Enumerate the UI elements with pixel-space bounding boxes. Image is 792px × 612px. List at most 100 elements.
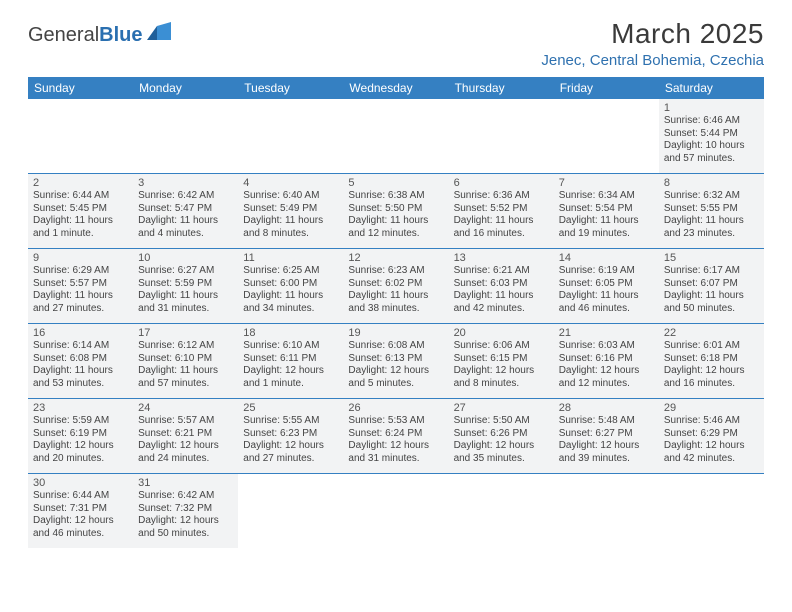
day-daylight2: and 35 minutes. (454, 453, 549, 466)
day-cell: 7Sunrise: 6:34 AMSunset: 5:54 PMDaylight… (554, 174, 659, 248)
day-daylight1: Daylight: 11 hours (559, 290, 654, 303)
day-sunset: Sunset: 6:13 PM (348, 353, 443, 366)
day-daylight2: and 39 minutes. (559, 453, 654, 466)
day-daylight2: and 46 minutes. (33, 528, 128, 541)
day-sunrise: Sunrise: 6:27 AM (138, 265, 233, 278)
day-daylight2: and 16 minutes. (664, 378, 759, 391)
day-number: 23 (33, 402, 128, 414)
day-cell (449, 99, 554, 173)
day-sunset: Sunset: 6:16 PM (559, 353, 654, 366)
brand-mark-icon (147, 22, 173, 46)
day-daylight2: and 42 minutes. (664, 453, 759, 466)
day-cell (238, 99, 343, 173)
day-sunset: Sunset: 5:52 PM (454, 203, 549, 216)
day-sunrise: Sunrise: 6:08 AM (348, 340, 443, 353)
day-sunrise: Sunrise: 6:21 AM (454, 265, 549, 278)
day-daylight2: and 5 minutes. (348, 378, 443, 391)
day-number: 18 (243, 327, 338, 339)
day-sunrise: Sunrise: 6:34 AM (559, 190, 654, 203)
day-sunset: Sunset: 6:02 PM (348, 278, 443, 291)
day-cell: 18Sunrise: 6:10 AMSunset: 6:11 PMDayligh… (238, 324, 343, 398)
calendar-page: GeneralBlue March 2025 Jenec, Central Bo… (0, 0, 792, 558)
day-sunset: Sunset: 6:24 PM (348, 428, 443, 441)
day-daylight2: and 12 minutes. (559, 378, 654, 391)
day-cell: 12Sunrise: 6:23 AMSunset: 6:02 PMDayligh… (343, 249, 448, 323)
week-row: 23Sunrise: 5:59 AMSunset: 6:19 PMDayligh… (28, 399, 764, 474)
day-daylight2: and 23 minutes. (664, 228, 759, 241)
day-daylight2: and 8 minutes. (454, 378, 549, 391)
month-title: March 2025 (541, 18, 764, 50)
day-number: 24 (138, 402, 233, 414)
day-sunset: Sunset: 5:49 PM (243, 203, 338, 216)
day-daylight1: Daylight: 12 hours (138, 515, 233, 528)
day-sunset: Sunset: 5:45 PM (33, 203, 128, 216)
day-cell: 9Sunrise: 6:29 AMSunset: 5:57 PMDaylight… (28, 249, 133, 323)
day-number: 16 (33, 327, 128, 339)
day-cell: 31Sunrise: 6:42 AMSunset: 7:32 PMDayligh… (133, 474, 238, 548)
day-cell: 8Sunrise: 6:32 AMSunset: 5:55 PMDaylight… (659, 174, 764, 248)
day-number: 11 (243, 252, 338, 264)
day-number: 9 (33, 252, 128, 264)
day-daylight1: Daylight: 11 hours (33, 290, 128, 303)
day-daylight2: and 8 minutes. (243, 228, 338, 241)
day-daylight2: and 53 minutes. (33, 378, 128, 391)
day-cell: 27Sunrise: 5:50 AMSunset: 6:26 PMDayligh… (449, 399, 554, 473)
day-cell (343, 474, 448, 548)
week-row: 16Sunrise: 6:14 AMSunset: 6:08 PMDayligh… (28, 324, 764, 399)
week-row: 30Sunrise: 6:44 AMSunset: 7:31 PMDayligh… (28, 474, 764, 548)
day-sunrise: Sunrise: 6:03 AM (559, 340, 654, 353)
day-number: 6 (454, 177, 549, 189)
day-cell (554, 474, 659, 548)
day-cell: 30Sunrise: 6:44 AMSunset: 7:31 PMDayligh… (28, 474, 133, 548)
day-number: 27 (454, 402, 549, 414)
day-daylight1: Daylight: 12 hours (348, 440, 443, 453)
day-sunrise: Sunrise: 5:59 AM (33, 415, 128, 428)
day-sunrise: Sunrise: 6:40 AM (243, 190, 338, 203)
day-daylight2: and 12 minutes. (348, 228, 443, 241)
day-cell: 20Sunrise: 6:06 AMSunset: 6:15 PMDayligh… (449, 324, 554, 398)
day-daylight2: and 27 minutes. (243, 453, 338, 466)
day-sunrise: Sunrise: 5:57 AM (138, 415, 233, 428)
day-cell: 28Sunrise: 5:48 AMSunset: 6:27 PMDayligh… (554, 399, 659, 473)
day-daylight2: and 19 minutes. (559, 228, 654, 241)
weekday-header-row: Sunday Monday Tuesday Wednesday Thursday… (28, 77, 764, 99)
day-daylight1: Daylight: 11 hours (33, 215, 128, 228)
day-daylight1: Daylight: 12 hours (243, 440, 338, 453)
page-header: GeneralBlue March 2025 Jenec, Central Bo… (28, 18, 764, 69)
day-daylight2: and 50 minutes. (138, 528, 233, 541)
day-cell (343, 99, 448, 173)
day-daylight2: and 34 minutes. (243, 303, 338, 316)
weekday-label: Sunday (28, 77, 133, 99)
day-daylight1: Daylight: 12 hours (348, 365, 443, 378)
day-sunrise: Sunrise: 6:14 AM (33, 340, 128, 353)
day-cell: 21Sunrise: 6:03 AMSunset: 6:16 PMDayligh… (554, 324, 659, 398)
day-sunrise: Sunrise: 6:38 AM (348, 190, 443, 203)
day-sunset: Sunset: 6:29 PM (664, 428, 759, 441)
weekday-label: Friday (554, 77, 659, 99)
day-number: 3 (138, 177, 233, 189)
day-sunrise: Sunrise: 6:01 AM (664, 340, 759, 353)
day-number: 25 (243, 402, 338, 414)
day-sunset: Sunset: 5:55 PM (664, 203, 759, 216)
weekday-label: Saturday (659, 77, 764, 99)
day-number: 30 (33, 477, 128, 489)
day-number: 14 (559, 252, 654, 264)
day-sunset: Sunset: 5:57 PM (33, 278, 128, 291)
day-sunset: Sunset: 6:15 PM (454, 353, 549, 366)
day-cell (554, 99, 659, 173)
day-daylight1: Daylight: 11 hours (454, 290, 549, 303)
day-sunrise: Sunrise: 6:19 AM (559, 265, 654, 278)
day-daylight1: Daylight: 12 hours (33, 515, 128, 528)
day-daylight2: and 42 minutes. (454, 303, 549, 316)
day-daylight1: Daylight: 11 hours (138, 290, 233, 303)
day-daylight1: Daylight: 12 hours (33, 440, 128, 453)
day-daylight1: Daylight: 12 hours (138, 440, 233, 453)
day-daylight2: and 50 minutes. (664, 303, 759, 316)
day-daylight2: and 57 minutes. (138, 378, 233, 391)
day-number: 13 (454, 252, 549, 264)
day-daylight1: Daylight: 11 hours (559, 215, 654, 228)
day-sunset: Sunset: 6:00 PM (243, 278, 338, 291)
day-sunset: Sunset: 5:47 PM (138, 203, 233, 216)
day-sunset: Sunset: 6:03 PM (454, 278, 549, 291)
day-cell: 29Sunrise: 5:46 AMSunset: 6:29 PMDayligh… (659, 399, 764, 473)
